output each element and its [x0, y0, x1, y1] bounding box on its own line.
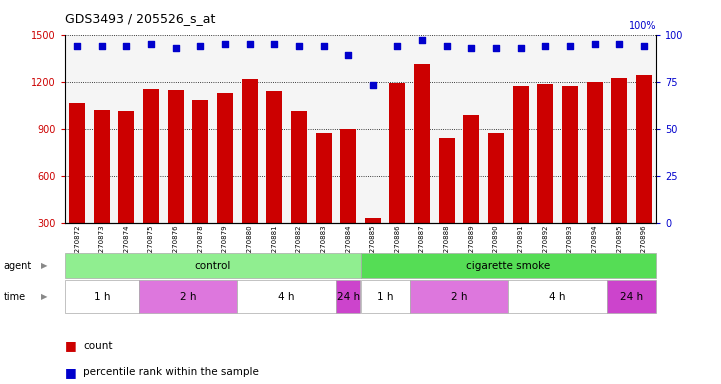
Text: control: control	[195, 261, 231, 271]
Point	[342, 52, 354, 58]
Text: count: count	[83, 341, 112, 351]
Text: 24 h: 24 h	[337, 291, 360, 302]
Bar	[242, 79, 257, 270]
Point	[367, 82, 379, 88]
Bar	[217, 93, 233, 270]
Bar	[414, 65, 430, 270]
Point	[441, 43, 453, 49]
Text: 1 h: 1 h	[94, 291, 110, 302]
Point	[318, 43, 329, 49]
Bar	[118, 111, 135, 270]
Point	[71, 43, 83, 49]
Point	[490, 45, 502, 51]
Point	[219, 41, 231, 47]
Bar	[266, 91, 283, 270]
Bar	[488, 133, 504, 270]
Text: 4 h: 4 h	[549, 291, 566, 302]
Point	[146, 41, 157, 47]
Text: ■: ■	[65, 366, 76, 379]
Point	[392, 43, 403, 49]
Bar	[139, 280, 237, 313]
Point	[638, 43, 650, 49]
Bar	[464, 115, 479, 270]
Bar	[340, 129, 356, 270]
Bar	[143, 89, 159, 270]
Bar	[360, 280, 410, 313]
Point	[120, 43, 132, 49]
Point	[564, 43, 575, 49]
Text: ▶: ▶	[41, 292, 48, 301]
Text: 1 h: 1 h	[377, 291, 394, 302]
Bar	[438, 138, 455, 270]
Bar	[513, 86, 528, 270]
Point	[589, 41, 601, 47]
Bar	[508, 280, 607, 313]
Bar	[65, 280, 139, 313]
Bar	[69, 103, 85, 270]
Text: cigarette smoke: cigarette smoke	[466, 261, 550, 271]
Bar	[65, 253, 360, 278]
Bar	[562, 86, 578, 270]
Bar	[389, 83, 405, 270]
Bar	[291, 111, 307, 270]
Point	[539, 43, 551, 49]
Point	[515, 45, 526, 51]
Bar	[537, 84, 553, 270]
Point	[614, 41, 625, 47]
Bar	[336, 280, 360, 313]
Text: GDS3493 / 205526_s_at: GDS3493 / 205526_s_at	[65, 12, 216, 25]
Text: 2 h: 2 h	[180, 291, 196, 302]
Bar	[316, 132, 332, 270]
Text: agent: agent	[4, 261, 32, 271]
Text: ■: ■	[65, 339, 76, 352]
Point	[244, 41, 255, 47]
Point	[170, 45, 182, 51]
Text: percentile rank within the sample: percentile rank within the sample	[83, 367, 259, 377]
Point	[293, 43, 305, 49]
Text: ▶: ▶	[41, 262, 48, 270]
Bar	[94, 110, 110, 270]
Bar	[611, 78, 627, 270]
Text: 2 h: 2 h	[451, 291, 467, 302]
Bar	[410, 280, 508, 313]
Text: time: time	[4, 291, 26, 302]
Bar	[607, 280, 656, 313]
Bar	[586, 82, 603, 270]
Point	[195, 43, 206, 49]
Text: 24 h: 24 h	[620, 291, 643, 302]
Point	[96, 43, 107, 49]
Bar	[360, 253, 656, 278]
Bar	[193, 101, 208, 270]
Bar	[636, 75, 652, 270]
Point	[466, 45, 477, 51]
Bar	[168, 90, 184, 270]
Bar	[365, 218, 381, 270]
Text: 4 h: 4 h	[278, 291, 295, 302]
Point	[416, 37, 428, 43]
Text: 100%: 100%	[629, 21, 656, 31]
Point	[268, 41, 280, 47]
Bar	[237, 280, 336, 313]
